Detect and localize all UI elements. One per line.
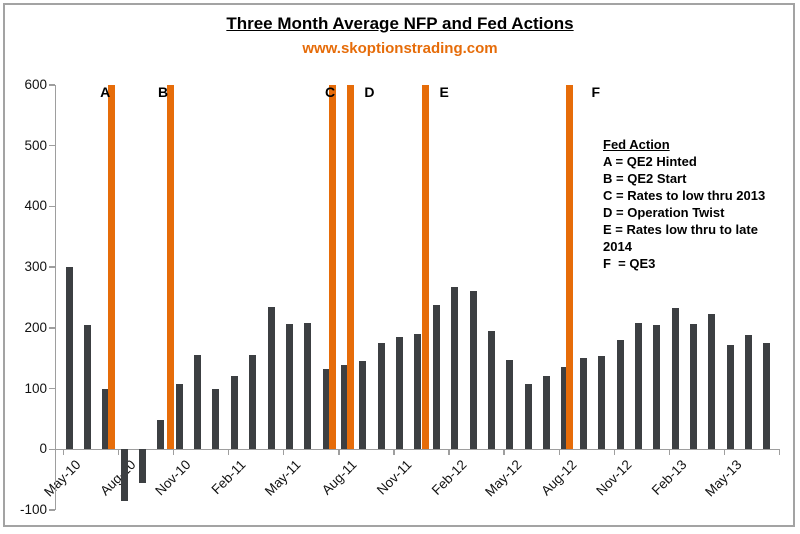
y-axis-line: [54, 84, 56, 511]
bar: [212, 388, 220, 450]
legend-item: C = Rates to low thru 2013: [603, 188, 766, 203]
x-tick: [393, 449, 395, 456]
bar: [120, 449, 128, 501]
y-tick: [49, 387, 55, 390]
y-tick-label: 0: [39, 441, 47, 457]
bar: [524, 384, 532, 450]
y-tick-label: 600: [24, 76, 47, 92]
legend-item: F = QE3: [603, 256, 656, 271]
x-tick: [283, 449, 285, 456]
y-tick-label: 100: [24, 380, 47, 396]
bar: [671, 308, 679, 450]
bar: [341, 365, 349, 450]
bar: [561, 367, 569, 450]
bar: [194, 355, 202, 450]
bar: [304, 322, 312, 450]
fed-action-label: A: [100, 84, 111, 100]
x-tick: [723, 449, 726, 456]
fed-action-label: E: [439, 84, 449, 100]
y-tick-label: 200: [24, 319, 47, 335]
bar: [377, 343, 385, 450]
y-tick-label: 500: [24, 137, 47, 153]
bar: [469, 291, 477, 450]
y-tick-label: -100: [19, 502, 47, 518]
legend-item: B = QE2 Start: [603, 171, 687, 186]
bar: [598, 356, 606, 450]
chart-title: Three Month Average NFP and Fed Actions: [226, 14, 574, 33]
bar: [396, 336, 404, 450]
x-tick: [172, 449, 175, 456]
fed-action-line: [329, 84, 337, 450]
bar: [138, 449, 146, 483]
x-tick: [227, 449, 230, 456]
legend: Fed Action A = QE2 Hinted B = QE2 Start C …: [603, 136, 800, 272]
bar: [763, 343, 771, 450]
x-tick: [338, 449, 340, 456]
legend-title: Fed Action: [603, 137, 670, 152]
bar: [175, 383, 183, 450]
bar: [267, 306, 275, 450]
bar: [359, 361, 367, 450]
fed-action-line: [166, 84, 174, 450]
fed-action-label: B: [158, 84, 169, 100]
bar: [690, 323, 697, 450]
y-tick: [49, 266, 55, 268]
legend-items: A = QE2 Hinted B = QE2 Start C = Rates to …: [603, 153, 800, 272]
x-tick: [558, 449, 560, 456]
bar: [322, 368, 330, 450]
fed-action-label: F: [591, 84, 601, 100]
x-tick: [448, 449, 450, 456]
fed-action-line: [346, 84, 354, 450]
bar: [414, 333, 422, 450]
bar: [745, 335, 753, 450]
fed-action-line: [107, 84, 115, 450]
bar: [432, 304, 440, 450]
x-tick: [117, 449, 120, 456]
bar: [506, 360, 514, 450]
bar: [65, 267, 73, 450]
bar: [285, 323, 293, 450]
legend-item: D = Operation Twist: [603, 205, 725, 220]
fed-action-line: [566, 84, 574, 450]
y-tick: [49, 205, 55, 208]
bar: [102, 388, 110, 450]
bar: [634, 322, 642, 450]
bar: [451, 286, 459, 450]
bar: [543, 376, 551, 450]
x-tick: [613, 449, 616, 456]
bar: [616, 339, 624, 450]
fed-action-line: [422, 84, 430, 450]
x-axis-line: [55, 448, 779, 450]
chart-border: [3, 3, 795, 527]
y-tick: [49, 509, 55, 511]
bar: [653, 324, 661, 450]
y-tick: [49, 84, 55, 86]
bar: [230, 376, 238, 450]
bar: [157, 420, 165, 450]
chart-subtitle: www.skoptionstrading.com: [302, 40, 498, 57]
bar: [579, 358, 587, 450]
y-tick: [49, 144, 55, 147]
bar: [726, 344, 734, 450]
fed-action-label: C: [324, 84, 336, 100]
x-tick: [503, 449, 505, 456]
fed-action-label: D: [364, 84, 375, 100]
y-tick-label: 300: [24, 259, 47, 275]
y-tick: [49, 448, 55, 450]
y-tick: [49, 327, 55, 329]
legend-item: E = Rates low thru to late 2014: [603, 222, 758, 254]
x-tick: [668, 449, 671, 456]
x-tick: [778, 449, 781, 456]
bar: [487, 330, 495, 450]
legend-item: A = QE2 Hinted: [603, 154, 697, 169]
y-tick-label: 400: [24, 198, 47, 214]
bar: [83, 324, 91, 450]
bar: [708, 313, 716, 450]
bar: [249, 355, 257, 450]
x-tick: [62, 449, 64, 456]
